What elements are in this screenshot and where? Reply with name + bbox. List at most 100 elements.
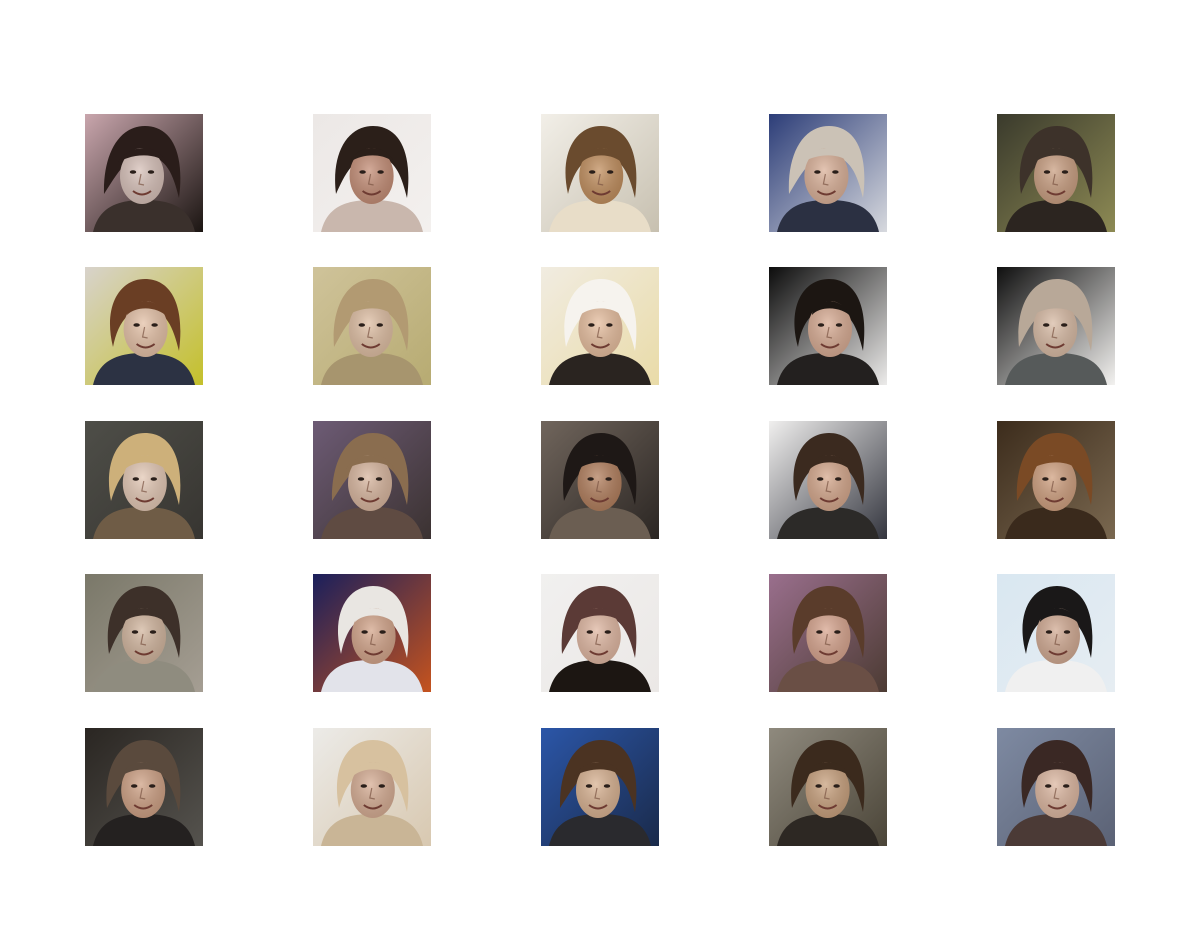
- face-image: [997, 728, 1115, 846]
- mouth: [816, 190, 837, 196]
- hair: [331, 433, 409, 505]
- nose: [367, 173, 374, 186]
- shoulders: [93, 353, 195, 385]
- shoulders: [549, 507, 651, 539]
- left-eye: [131, 630, 139, 634]
- shoulders: [321, 814, 423, 846]
- fringe: [1040, 608, 1079, 624]
- face-shading: [1036, 608, 1080, 664]
- face-sample-r5-c2: [313, 728, 431, 846]
- left-eye: [129, 170, 137, 174]
- left-eye: [1043, 170, 1051, 174]
- hair: [108, 433, 181, 505]
- face-image: [769, 421, 887, 539]
- left-eye: [814, 170, 821, 174]
- shoulders: [777, 814, 879, 846]
- face-sample-r4-c3: [541, 574, 659, 692]
- right-eye: [379, 630, 386, 634]
- face-sample-r3-c2: [313, 421, 431, 539]
- mouth: [817, 804, 838, 810]
- face-sample-r5-c3: [541, 728, 659, 846]
- nose: [822, 173, 829, 186]
- face-sample-r4-c2: [313, 574, 431, 692]
- face-image: [997, 114, 1115, 232]
- left-eye: [131, 784, 138, 788]
- mouth: [1046, 190, 1066, 196]
- fringe: [1035, 148, 1079, 164]
- left-eye: [588, 323, 595, 327]
- nose: [369, 633, 376, 646]
- fringe: [803, 148, 851, 164]
- fringe: [123, 608, 167, 624]
- shoulders: [321, 507, 423, 539]
- mouth: [588, 804, 608, 810]
- mouth: [363, 804, 383, 810]
- mouth: [1044, 497, 1065, 503]
- hair: [335, 126, 409, 198]
- face-sample-r5-c4: [769, 728, 887, 846]
- fringe: [810, 455, 851, 471]
- left-eye: [589, 170, 596, 174]
- shoulders: [1005, 200, 1107, 232]
- mouth: [589, 497, 610, 503]
- fringe: [350, 148, 395, 164]
- mouth: [1045, 343, 1065, 349]
- face-image: [541, 574, 659, 692]
- shoulders: [93, 814, 195, 846]
- fringe: [580, 301, 623, 317]
- nose: [1053, 787, 1060, 800]
- nose: [1052, 173, 1059, 186]
- hair: [107, 586, 181, 658]
- face-image: [541, 114, 659, 232]
- face-image: [997, 574, 1115, 692]
- nose: [138, 173, 145, 186]
- mouth: [1048, 650, 1068, 656]
- hair: [109, 279, 181, 351]
- nose: [1050, 480, 1057, 493]
- face-shading: [123, 301, 168, 357]
- hair: [1019, 126, 1093, 198]
- face-sample-r1-c5: [997, 114, 1115, 232]
- fringe: [582, 148, 623, 164]
- left-eye: [357, 477, 365, 481]
- shoulders: [93, 200, 195, 232]
- face-sample-r1-c2: [313, 114, 431, 232]
- right-eye: [603, 784, 611, 788]
- face-shading: [577, 455, 622, 511]
- face-image: [85, 574, 203, 692]
- left-eye: [586, 630, 593, 634]
- face-shading: [576, 762, 620, 818]
- mouth: [134, 650, 154, 656]
- face-sample-r2-c3: [541, 267, 659, 385]
- shoulders: [777, 200, 879, 232]
- shoulders: [549, 660, 651, 692]
- nose: [369, 787, 375, 800]
- nose: [139, 787, 146, 800]
- left-eye: [133, 323, 140, 327]
- fringe: [127, 301, 167, 317]
- fringe: [1031, 455, 1079, 471]
- hair: [1021, 740, 1093, 812]
- right-eye: [604, 630, 611, 634]
- face-sample-r1-c1: [85, 114, 203, 232]
- right-eye: [607, 170, 614, 174]
- left-eye: [817, 477, 824, 481]
- fringe: [1038, 762, 1079, 778]
- mouth: [818, 650, 839, 656]
- hair: [559, 740, 637, 812]
- right-eye: [375, 477, 383, 481]
- left-eye: [816, 630, 823, 634]
- nose: [366, 480, 373, 493]
- nose: [1054, 633, 1061, 646]
- hair: [336, 740, 409, 812]
- face-sample-r1-c3: [541, 114, 659, 232]
- face-shading: [806, 608, 851, 664]
- hair: [106, 740, 181, 812]
- fringe: [576, 608, 623, 624]
- fringe: [1033, 301, 1079, 317]
- mouth: [135, 343, 156, 349]
- left-eye: [1042, 477, 1049, 481]
- face-shading: [121, 762, 166, 818]
- face-image: [769, 728, 887, 846]
